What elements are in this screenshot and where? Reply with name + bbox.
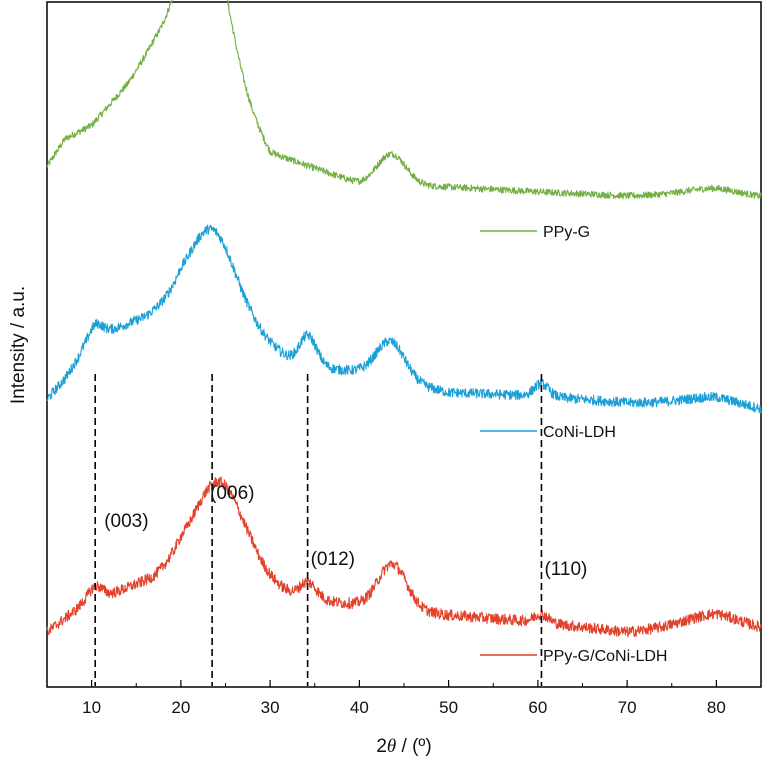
legend: PPy-G CoNi-LDH PPy-G/CoNi-LDH xyxy=(480,224,667,665)
legend-label-2: CoNi-LDH xyxy=(543,424,616,441)
series-line-2 xyxy=(46,224,762,414)
peak-annotation-2: (006) xyxy=(210,483,254,504)
x-tick-label-50: 50 xyxy=(439,698,458,717)
annotation-layer: (003) (006) (012) (110) xyxy=(104,483,587,580)
peak-annotation-1: (003) xyxy=(104,511,148,532)
x-tick-label-30: 30 xyxy=(261,698,280,717)
x-axis-title: 2θ / (º) xyxy=(376,736,431,757)
peak-annotation-3: (012) xyxy=(311,549,355,570)
peak-annotation-4: (110) xyxy=(544,559,587,580)
x-axis-title-prefix: 2 xyxy=(376,736,387,757)
x-axis-ticks: 10 20 30 40 50 60 70 80 xyxy=(46,680,762,717)
x-axis-title-theta: θ xyxy=(387,736,396,757)
series-line-3 xyxy=(46,476,762,638)
series-layer xyxy=(46,0,762,638)
x-tick-label-70: 70 xyxy=(618,698,637,717)
x-tick-label-40: 40 xyxy=(350,698,369,717)
x-tick-label-60: 60 xyxy=(528,698,547,717)
x-tick-label-80: 80 xyxy=(707,698,726,717)
x-tick-label-10: 10 xyxy=(82,698,101,717)
legend-label-1: PPy-G xyxy=(543,224,590,241)
plot-frame xyxy=(46,1,762,688)
y-axis-title: Intensity / a.u. xyxy=(8,286,29,404)
reference-line-layer xyxy=(94,374,543,686)
x-axis-title-suffix: / (º) xyxy=(396,736,431,757)
series-line-1 xyxy=(46,0,762,200)
legend-label-3: PPy-G/CoNi-LDH xyxy=(543,648,667,665)
x-tick-label-20: 20 xyxy=(171,698,190,717)
